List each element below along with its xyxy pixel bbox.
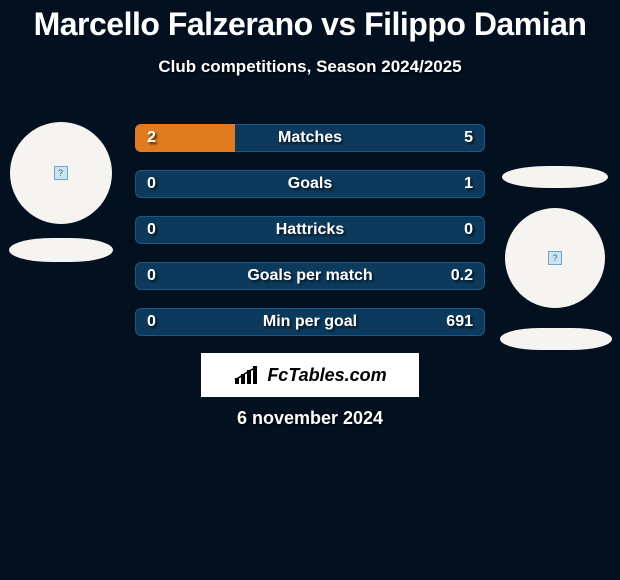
player-right-silhouette: ? [500, 166, 610, 350]
avatar-placeholder: ? [505, 208, 605, 308]
stats-container: 2 Matches 5 0 Goals 1 0 Hattricks 0 0 Go… [135, 124, 485, 354]
stat-value-right: 1 [464, 170, 473, 198]
stat-row: 2 Matches 5 [135, 124, 485, 152]
avatar-placeholder: ? [10, 122, 112, 224]
stat-label: Matches [135, 124, 485, 152]
stat-value-right: 0 [464, 216, 473, 244]
logo: FcTables.com [201, 353, 419, 397]
player-left-silhouette: ? [8, 122, 113, 262]
bar-chart-icon [233, 364, 261, 386]
page-title: Marcello Falzerano vs Filippo Damian [0, 0, 620, 43]
stat-value-right: 691 [446, 308, 473, 336]
stat-row: 0 Goals 1 [135, 170, 485, 198]
stat-label: Hattricks [135, 216, 485, 244]
image-placeholder-icon: ? [548, 251, 562, 265]
stat-label: Goals per match [135, 262, 485, 290]
stat-value-right: 5 [464, 124, 473, 152]
stat-row: 0 Hattricks 0 [135, 216, 485, 244]
stat-label: Goals [135, 170, 485, 198]
avatar-shoulders [9, 238, 113, 262]
avatar-shoulders [500, 328, 612, 350]
image-placeholder-icon: ? [54, 166, 68, 180]
stat-row: 0 Goals per match 0.2 [135, 262, 485, 290]
date-label: 6 november 2024 [0, 408, 620, 429]
stat-value-right: 0.2 [451, 262, 473, 290]
stat-row: 0 Min per goal 691 [135, 308, 485, 336]
logo-text: FcTables.com [267, 365, 386, 386]
stat-label: Min per goal [135, 308, 485, 336]
avatar-shoulders [502, 166, 608, 188]
subtitle: Club competitions, Season 2024/2025 [0, 57, 620, 77]
